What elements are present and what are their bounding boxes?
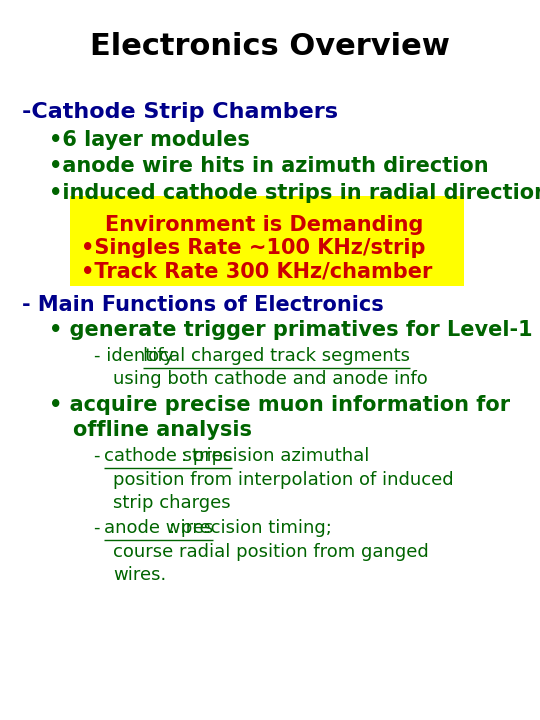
FancyBboxPatch shape [70,196,464,286]
Text: • generate trigger primatives for Level-1: • generate trigger primatives for Level-… [49,320,532,341]
Text: •6 layer modules: •6 layer modules [49,130,249,150]
Text: wires.: wires. [113,566,167,583]
Text: -: - [94,447,107,466]
Text: Electronics Overview: Electronics Overview [90,32,450,61]
Text: •induced cathode strips in radial direction: •induced cathode strips in radial direct… [49,183,540,203]
Text: -Cathode Strip Chambers: -Cathode Strip Chambers [22,102,338,122]
Text: Environment is Demanding: Environment is Demanding [105,215,424,235]
Text: strip charges: strip charges [113,494,231,511]
Text: position from interpolation of induced: position from interpolation of induced [113,471,454,488]
Text: - identify: - identify [94,347,180,364]
Text: cathode strips: cathode strips [104,447,232,466]
Text: -: - [94,520,107,537]
Text: : precision timing;: : precision timing; [169,520,332,537]
Text: : precision azimuthal: : precision azimuthal [181,447,369,466]
Text: •Singles Rate ~100 KHz/strip: •Singles Rate ~100 KHz/strip [81,238,426,258]
Text: •Track Rate 300 KHz/chamber: •Track Rate 300 KHz/chamber [81,261,433,282]
Text: using both cathode and anode info: using both cathode and anode info [113,370,428,387]
Text: anode wires: anode wires [104,520,213,537]
Text: • acquire precise muon information for: • acquire precise muon information for [49,395,510,415]
Text: offline analysis: offline analysis [73,420,252,440]
Text: •anode wire hits in azimuth direction: •anode wire hits in azimuth direction [49,156,488,176]
Text: course radial position from ganged: course radial position from ganged [113,543,429,560]
Text: local charged track segments: local charged track segments [143,347,410,364]
Text: - Main Functions of Electronics: - Main Functions of Electronics [22,295,383,315]
